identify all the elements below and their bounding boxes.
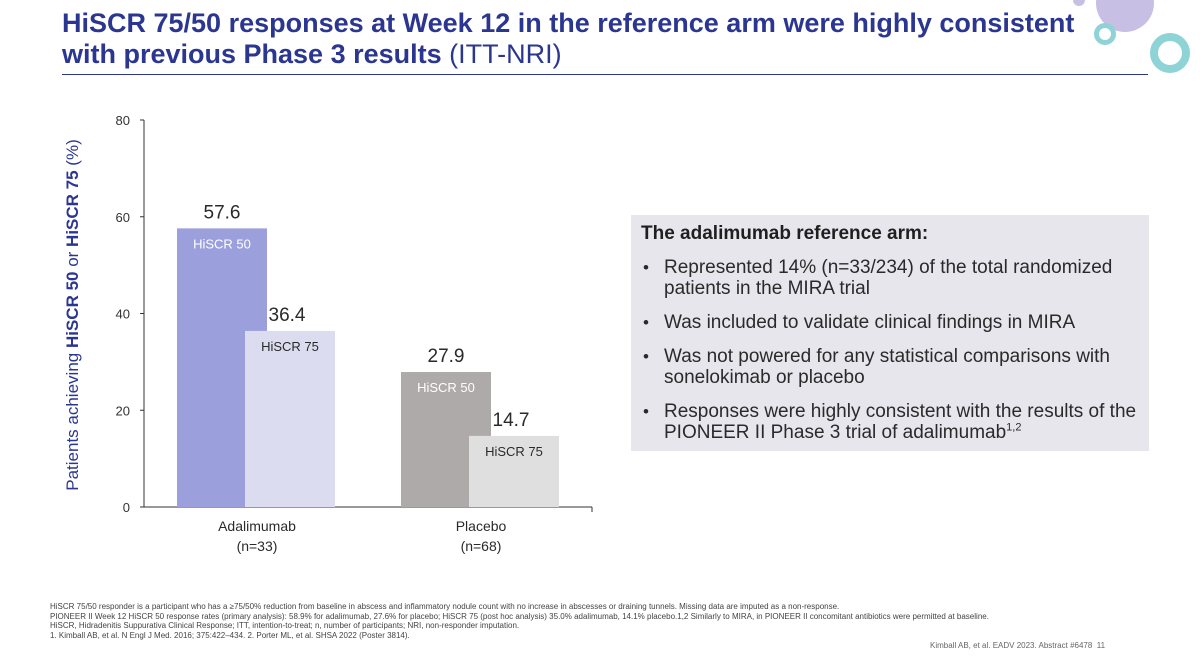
footnote-line: PIONEER II Week 12 HiSCR 50 response rat…	[50, 611, 989, 621]
footnote-line: 1. Kimball AB, et al. N Engl J Med. 2016…	[50, 631, 410, 641]
bar-chart: 0 20 40 60 80 HiSCR 50 57.6 HiSCR 75 36.4 Adalimu…	[116, 113, 593, 554]
y-tick-label: 20	[116, 403, 130, 418]
bar-series-label: HiSCR 50	[193, 236, 251, 251]
y-tick-label: 60	[116, 210, 130, 225]
decorative-ring-large	[1150, 33, 1190, 73]
info-bullet: Was included to validate clinical findin…	[641, 312, 1139, 333]
info-bullet: Was not powered for any statistical comp…	[641, 346, 1139, 388]
page-title-suffix: (ITT-NRI)	[449, 39, 562, 69]
page-title: HiSCR 75/50 responses at Week 12 in the …	[62, 8, 1122, 70]
bar	[245, 330, 335, 507]
bar-series-label: HiSCR 75	[485, 444, 543, 459]
citation: Kimball AB, et al. EADV 2023. Abstract #…	[930, 641, 1106, 650]
decorative-circle-small	[1073, 0, 1085, 6]
page-title-main: HiSCR 75/50 responses at Week 12 in the …	[62, 8, 1075, 69]
y-tick-label: 40	[116, 307, 130, 322]
x-tick-sublabel: (n=33)	[237, 538, 278, 554]
reference-superscript: 1,2	[1006, 421, 1022, 434]
info-bullet: Responses were highly consistent with th…	[641, 401, 1139, 443]
data-label: 57.6	[204, 202, 241, 223]
bar-series-label: HiSCR 75	[261, 339, 319, 354]
x-tick-label: Adalimumab	[218, 518, 296, 534]
decorative-ring-medium	[1094, 23, 1116, 45]
title-divider	[62, 74, 1148, 75]
info-box-heading: The adalimumab reference arm:	[641, 223, 929, 244]
y-tick-label: 0	[123, 500, 130, 515]
bar	[469, 435, 559, 507]
info-box-bullets: Represented 14% (n=33/234) of the total …	[641, 257, 1139, 443]
footnote-line: HiSCR 75/50 responder is a participant w…	[50, 602, 840, 611]
footnote-line: HiSCR, Hidradenitis Suppurativa Clinical…	[50, 621, 520, 631]
y-tick-label: 80	[116, 113, 130, 128]
x-tick-label: Placebo	[456, 518, 507, 534]
data-label: 14.7	[493, 410, 530, 431]
info-box: The adalimumab reference arm: Represente…	[631, 215, 1149, 451]
data-label: 27.9	[428, 346, 465, 367]
bar-series-label: HiSCR 50	[417, 380, 475, 395]
footnotes: HiSCR 75/50 responder is a participant w…	[50, 602, 1050, 641]
data-label: 36.4	[269, 305, 306, 326]
page-number: 11	[1096, 641, 1106, 650]
info-bullet: Represented 14% (n=33/234) of the total …	[641, 257, 1139, 299]
x-tick-sublabel: (n=68)	[461, 538, 502, 554]
